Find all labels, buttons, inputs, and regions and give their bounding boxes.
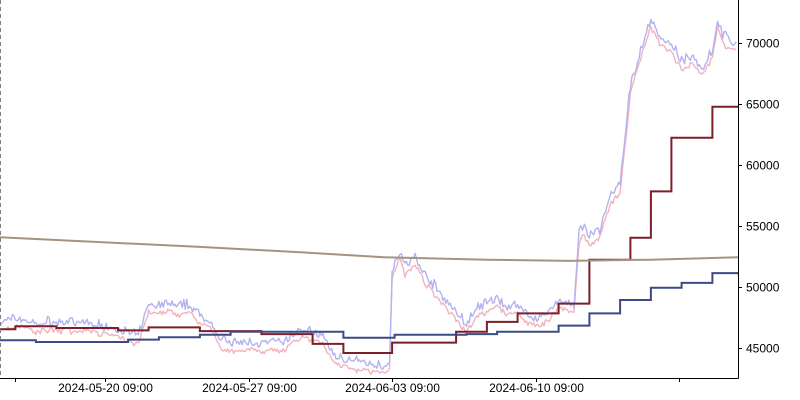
low-price-series xyxy=(0,25,737,375)
x-tick-label: 2024-06-03 09:00 xyxy=(345,381,440,395)
axes: 2024-05-20 09:00 2024-05-27 09:00 2024-06-… xyxy=(0,0,780,395)
y-tick-label: 65000 xyxy=(746,98,780,112)
high-price-series xyxy=(0,18,737,370)
plot-area xyxy=(0,18,739,375)
y-tick-label: 60000 xyxy=(746,159,780,173)
step-series-2 xyxy=(0,272,739,343)
x-tick-label: 2024-05-20 09:00 xyxy=(58,381,153,395)
x-tick-label: 2024-06-10 09:00 xyxy=(489,381,584,395)
x-tick-label: 2024-05-27 09:00 xyxy=(202,381,297,395)
y-tick-label: 55000 xyxy=(746,220,780,234)
y-tick-label: 45000 xyxy=(746,342,780,356)
moving-average-line xyxy=(0,236,739,262)
step-series-1 xyxy=(0,105,738,354)
y-tick-label: 50000 xyxy=(746,281,780,295)
y-tick-label: 70000 xyxy=(746,37,780,51)
